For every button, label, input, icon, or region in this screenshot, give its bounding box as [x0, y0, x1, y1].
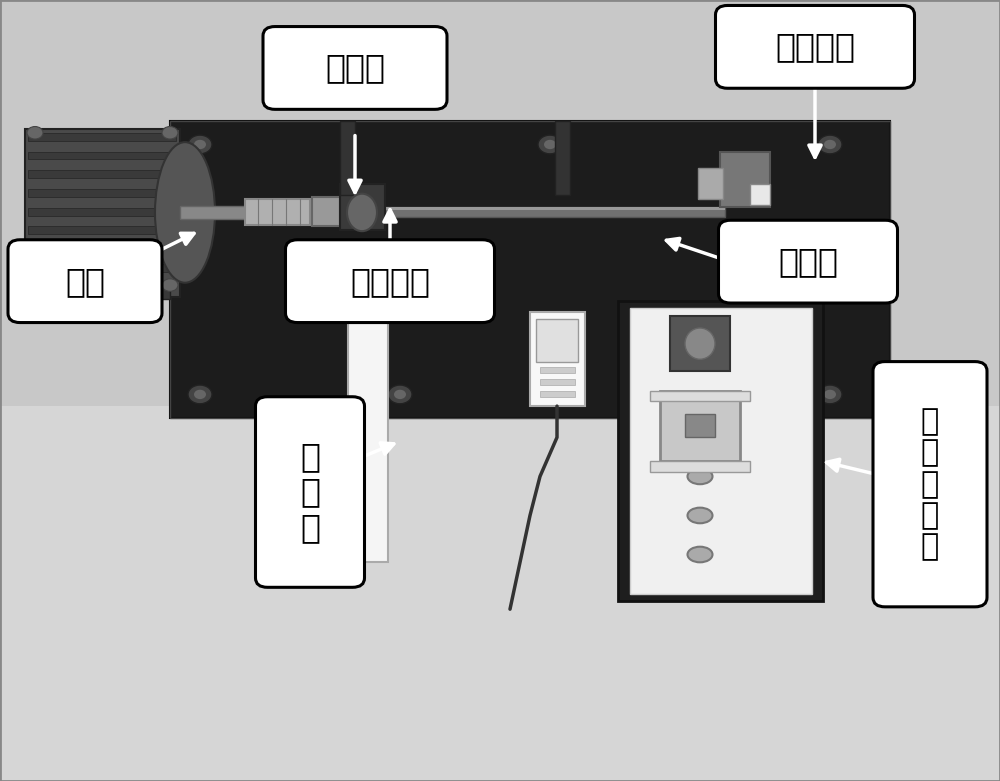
Bar [650, 390, 750, 401]
Circle shape [162, 127, 178, 139]
Bar [685, 414, 715, 437]
Bar [536, 319, 578, 362]
Bar [698, 168, 723, 199]
Bar [245, 199, 310, 225]
FancyBboxPatch shape [873, 362, 987, 607]
Text: 径
向
加
载
力: 径 向 加 载 力 [921, 407, 939, 562]
Bar [650, 461, 750, 472]
Bar [555, 121, 570, 195]
Circle shape [538, 135, 562, 154]
Bar [28, 152, 176, 159]
FancyBboxPatch shape [256, 397, 365, 587]
Circle shape [538, 385, 562, 404]
Circle shape [188, 385, 212, 404]
Bar [340, 207, 725, 217]
Bar [340, 121, 355, 195]
Bar [340, 184, 385, 230]
Bar [0, 406, 1000, 781]
Bar [660, 390, 740, 461]
Ellipse shape [155, 142, 215, 283]
Ellipse shape [347, 194, 377, 231]
Bar [670, 316, 730, 371]
Circle shape [818, 385, 842, 404]
Bar [720, 152, 770, 207]
Circle shape [818, 135, 842, 154]
Bar [180, 206, 250, 219]
Ellipse shape [685, 328, 715, 359]
Ellipse shape [688, 469, 712, 484]
Circle shape [188, 135, 212, 154]
Bar [170, 121, 890, 418]
Bar [28, 133, 176, 141]
Text: 传感器: 传感器 [778, 245, 838, 278]
Text: 测试轴承: 测试轴承 [775, 30, 855, 63]
Circle shape [824, 390, 836, 399]
Ellipse shape [688, 508, 712, 523]
FancyBboxPatch shape [715, 5, 914, 88]
Bar [170, 121, 890, 418]
Bar [540, 367, 575, 373]
Bar [348, 312, 388, 562]
Bar [28, 170, 176, 178]
Text: 联轴器: 联轴器 [325, 52, 385, 84]
Bar [28, 264, 176, 272]
Text: 健康轴承: 健康轴承 [350, 265, 430, 298]
Circle shape [544, 390, 556, 399]
Bar [540, 390, 575, 397]
Bar [630, 308, 812, 594]
Circle shape [27, 127, 43, 139]
Bar [28, 245, 176, 253]
Text: 加
力
器: 加 力 器 [300, 440, 320, 544]
Circle shape [824, 140, 836, 149]
Circle shape [394, 390, 406, 399]
Bar [540, 379, 575, 385]
Circle shape [194, 140, 206, 149]
Circle shape [194, 390, 206, 399]
Bar [618, 301, 823, 601]
Bar [28, 208, 176, 216]
Bar [312, 197, 340, 226]
Circle shape [27, 279, 43, 291]
Text: 电机: 电机 [65, 265, 105, 298]
Bar [35, 287, 60, 299]
Bar [750, 184, 770, 205]
Circle shape [544, 140, 556, 149]
FancyBboxPatch shape [8, 240, 162, 323]
FancyBboxPatch shape [718, 220, 898, 303]
Bar [28, 189, 176, 197]
Bar [340, 207, 725, 210]
Bar [530, 312, 585, 406]
Bar [28, 226, 176, 234]
Circle shape [388, 385, 412, 404]
Circle shape [162, 279, 178, 291]
Bar [145, 287, 170, 299]
Ellipse shape [688, 547, 712, 562]
Bar [25, 129, 180, 297]
FancyBboxPatch shape [263, 27, 447, 109]
FancyBboxPatch shape [286, 240, 494, 323]
